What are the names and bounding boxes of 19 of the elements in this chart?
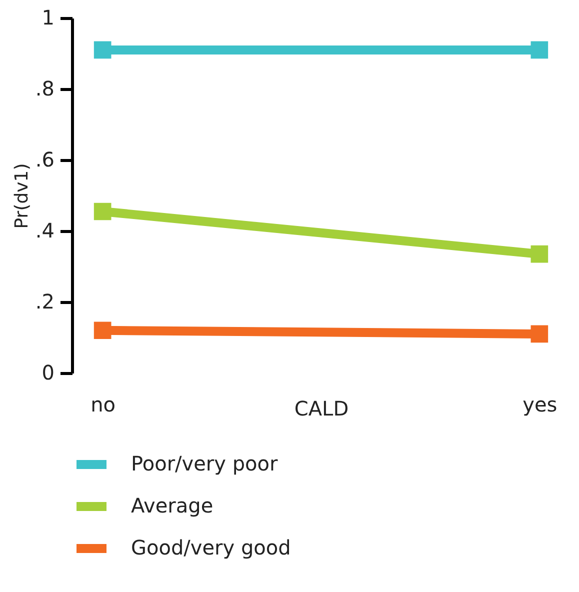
x-tick-label: yes [522,392,558,416]
point [94,202,112,220]
legend-label: Poor/very poor [131,452,279,476]
y-tick-label: .8 [35,76,54,100]
point [530,41,548,59]
point [530,325,548,343]
y-tick-label: .2 [35,290,54,314]
point [94,41,112,59]
y-tick-label: 1 [42,6,54,30]
point [94,322,112,340]
x-axis-title: CALD [294,396,349,420]
point [530,245,548,263]
y-tick-label: 0 [42,360,54,384]
y-tick-label: .6 [35,148,54,172]
y-tick-label: .4 [35,218,54,242]
legend-label: Good/very good [131,536,291,560]
legend-label: Average [131,494,214,518]
x-tick-label: no [90,392,116,416]
y-axis-title: Pr(dv1) [11,163,32,229]
